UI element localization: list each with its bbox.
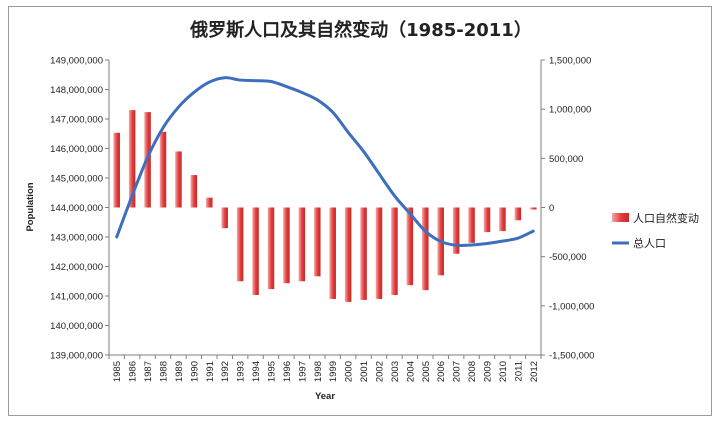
bar-1986 bbox=[128, 110, 136, 208]
bar-2003 bbox=[391, 207, 398, 296]
right-tick-label: -500,000 bbox=[549, 252, 587, 263]
bar-1985 bbox=[113, 132, 120, 208]
bar-1996 bbox=[283, 207, 290, 284]
bar-2001 bbox=[360, 207, 367, 300]
bar-1994 bbox=[252, 207, 259, 296]
x-tick-label: 1996 bbox=[282, 361, 293, 382]
x-tick-label: 1997 bbox=[297, 361, 308, 382]
bar-2009 bbox=[483, 207, 491, 233]
bar-2010 bbox=[499, 207, 506, 232]
x-tick-label: 1990 bbox=[189, 361, 200, 382]
x-tick-label: 1988 bbox=[159, 361, 170, 382]
left-tick-label: 141,000,000 bbox=[50, 292, 103, 303]
x-tick-label: 2000 bbox=[344, 361, 355, 382]
x-axis-label: Year bbox=[315, 391, 335, 402]
x-tick-label: 2005 bbox=[421, 361, 432, 382]
right-tick-label: 500,000 bbox=[549, 154, 583, 165]
axes: 139,000,000 140,000,000 141,000,000 142,000… bbox=[50, 56, 594, 383]
bar-2004 bbox=[406, 207, 414, 286]
bar-2012 bbox=[530, 207, 537, 210]
x-tick-label: 2006 bbox=[436, 361, 447, 382]
line-series bbox=[115, 76, 535, 248]
chart: 俄罗斯人口及其自然变动（1985-2011） 139,000,000 140,00… bbox=[25, 19, 699, 402]
bar-series bbox=[113, 110, 537, 302]
x-tick-label: 1991 bbox=[205, 361, 216, 382]
right-tick-label: -1,000,000 bbox=[549, 301, 594, 312]
total-population-line bbox=[115, 76, 535, 248]
x-tick-label: 1985 bbox=[112, 361, 123, 382]
right-tick-label: 1,500,000 bbox=[549, 56, 591, 67]
left-tick-label: 139,000,000 bbox=[50, 351, 103, 362]
legend-label-total-population: 总人口 bbox=[633, 236, 666, 250]
bar-2005 bbox=[422, 207, 429, 291]
x-tick-label: 2001 bbox=[359, 361, 370, 382]
right-tick-label: 0 bbox=[549, 203, 554, 214]
left-tick-label: 147,000,000 bbox=[50, 115, 103, 126]
bar-1997 bbox=[298, 207, 306, 282]
x-tick-label: 1993 bbox=[236, 361, 247, 382]
x-tick-label: 2009 bbox=[483, 361, 494, 382]
bar-2000 bbox=[344, 207, 352, 302]
bar-1999 bbox=[329, 207, 336, 299]
left-tick-label: 146,000,000 bbox=[50, 144, 103, 155]
left-tick-label: 145,000,000 bbox=[50, 174, 103, 185]
bar-2002 bbox=[375, 207, 383, 299]
bar-2008 bbox=[468, 207, 475, 243]
bar-2007 bbox=[452, 207, 460, 254]
bar-1992 bbox=[221, 207, 228, 229]
x-tick-label: 1995 bbox=[267, 361, 278, 382]
x-tick-label: 1992 bbox=[220, 361, 231, 382]
x-tick-label: 1986 bbox=[128, 361, 139, 382]
left-tick-label: 144,000,000 bbox=[50, 203, 103, 214]
bar-1991 bbox=[206, 197, 213, 208]
right-tick-label: 1,000,000 bbox=[549, 105, 591, 116]
bar-1988 bbox=[159, 131, 167, 208]
left-tick-label: 148,000,000 bbox=[50, 85, 103, 96]
left-tick-label: 142,000,000 bbox=[50, 262, 103, 273]
bar-1995 bbox=[267, 207, 275, 290]
right-tick-label: -1,500,000 bbox=[549, 351, 594, 362]
bar-1990 bbox=[190, 175, 198, 208]
bar-1998 bbox=[314, 207, 321, 277]
x-tick-label: 2007 bbox=[452, 361, 463, 382]
chart-title: 俄罗斯人口及其自然变动（1985-2011） bbox=[189, 19, 532, 41]
y-axis-label: Population bbox=[25, 182, 36, 231]
x-tick-label: 2012 bbox=[529, 361, 540, 382]
x-tick-label: 2003 bbox=[390, 361, 401, 382]
legend: 人口自然变动 总人口 bbox=[612, 211, 699, 250]
x-tick-label: 2008 bbox=[467, 361, 478, 382]
x-tick-label: 2010 bbox=[498, 361, 509, 382]
chart-frame: 俄罗斯人口及其自然变动（1985-2011） 139,000,000 140,00… bbox=[8, 6, 712, 416]
legend-label-natural-change: 人口自然变动 bbox=[633, 211, 699, 225]
left-tick-label: 149,000,000 bbox=[50, 56, 103, 67]
x-tick-label: 2004 bbox=[405, 361, 416, 382]
x-tick-label: 2002 bbox=[375, 361, 386, 382]
x-tick-label: 1987 bbox=[143, 361, 154, 382]
x-tick-label: 2011 bbox=[513, 361, 524, 381]
bar-1989 bbox=[175, 151, 182, 208]
x-tick-label: 1999 bbox=[328, 361, 339, 382]
bar-1993 bbox=[236, 207, 244, 282]
left-tick-label: 140,000,000 bbox=[50, 321, 103, 332]
legend-swatch-natural-change bbox=[612, 213, 629, 222]
left-tick-label: 143,000,000 bbox=[50, 233, 103, 244]
x-tick-label: 1989 bbox=[174, 361, 185, 382]
x-tick-label: 1994 bbox=[251, 361, 262, 382]
bar-2011 bbox=[514, 207, 522, 221]
x-tick-label: 1998 bbox=[313, 361, 324, 382]
